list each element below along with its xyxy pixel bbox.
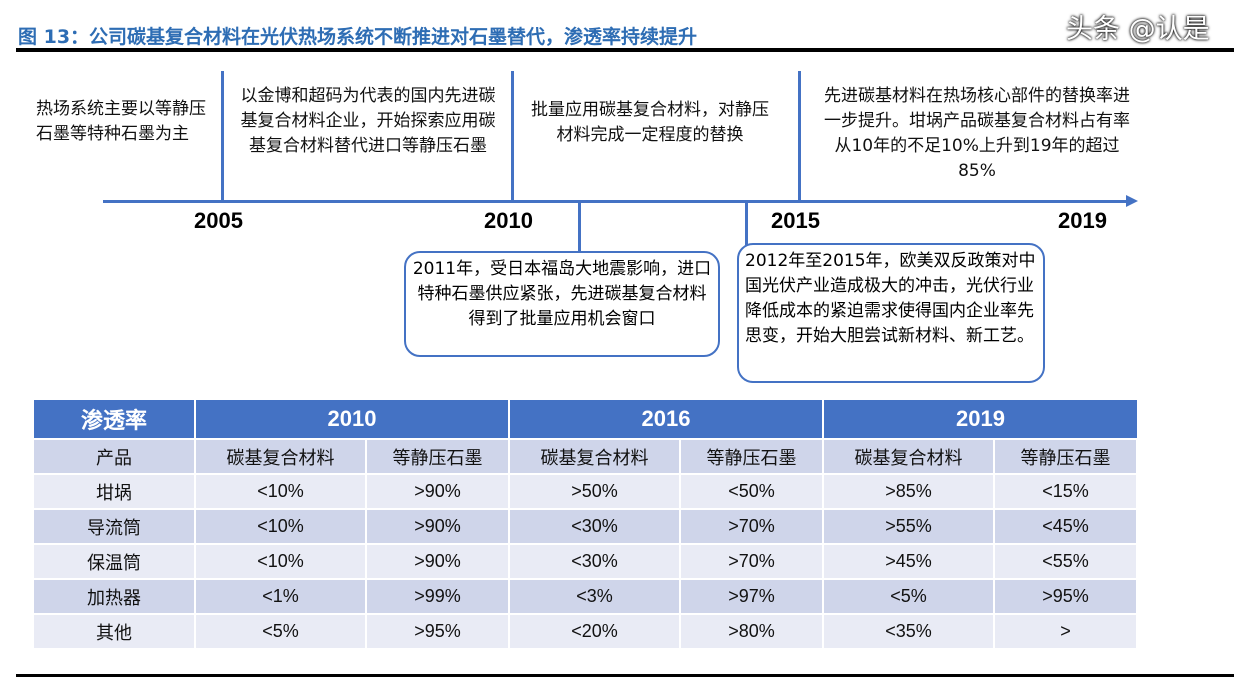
year-header: 2010 bbox=[194, 400, 509, 439]
event-text: 先进碳基材料在热场核心部件的替换率进一步提升。坩埚产品碳基复合材料占有率从10年… bbox=[824, 86, 1130, 181]
table-cell: >97% bbox=[678, 578, 824, 615]
table-cell: <30% bbox=[507, 508, 681, 545]
table-cell: <15% bbox=[992, 473, 1139, 510]
table-cell: <30% bbox=[507, 543, 681, 580]
table-cell: > bbox=[992, 613, 1139, 650]
penetration-table: 渗透率 2010 2016 2019 产品 碳基复合材料 等静压石墨 碳基复合材… bbox=[32, 400, 1139, 650]
product-cell: 加热器 bbox=[32, 578, 196, 615]
product-cell: 坩埚 bbox=[32, 473, 196, 510]
bottom-rule bbox=[16, 674, 1234, 677]
table-cell: <10% bbox=[194, 508, 367, 545]
subheader-cell: 碳基复合材料 bbox=[821, 438, 995, 475]
table-cell: <10% bbox=[194, 543, 367, 580]
table-cell: <45% bbox=[992, 508, 1139, 545]
year-label: 2005 bbox=[194, 208, 243, 233]
subheader-cell: 等静压石墨 bbox=[992, 438, 1139, 475]
table-cell: >70% bbox=[678, 508, 824, 545]
table-row: 导流筒 <10% >90% <30% >70% >55% <45% bbox=[32, 508, 1139, 545]
table-cell: >85% bbox=[821, 473, 995, 510]
table-row: 坩埚 <10% >90% >50% <50% >85% <15% bbox=[32, 473, 1139, 510]
subheader-cell: 碳基复合材料 bbox=[194, 438, 367, 475]
table-cell: <55% bbox=[992, 543, 1139, 580]
year-header: 2019 bbox=[821, 400, 1137, 439]
event-text: 热场系统主要以等静压石墨等特种石墨为主 bbox=[36, 99, 206, 144]
subheader-row: 产品 碳基复合材料 等静压石墨 碳基复合材料 等静压石墨 碳基复合材料 等静压石… bbox=[32, 438, 1139, 475]
table-cell: <10% bbox=[194, 473, 367, 510]
subheader-cell: 碳基复合材料 bbox=[507, 438, 681, 475]
corner-header: 渗透率 bbox=[32, 400, 195, 439]
table-cell: >50% bbox=[507, 473, 681, 510]
year-label: 2015 bbox=[771, 208, 820, 233]
table-row: 其他 <5% >95% <20% >80% <35% > bbox=[32, 613, 1139, 650]
title-rule bbox=[16, 48, 1234, 52]
product-cell: 导流筒 bbox=[32, 508, 196, 545]
event-text: 批量应用碳基复合材料，对静压材料完成一定程度的替换 bbox=[531, 100, 769, 145]
table-cell: <35% bbox=[821, 613, 995, 650]
arrow-icon bbox=[1126, 195, 1138, 207]
table-cell: >95% bbox=[364, 613, 510, 650]
table-cell: <20% bbox=[507, 613, 681, 650]
table-cell: >99% bbox=[364, 578, 510, 615]
year-header: 2016 bbox=[507, 400, 823, 439]
table-cell: >90% bbox=[364, 543, 510, 580]
table-cell: <1% bbox=[194, 578, 367, 615]
table-cell: <50% bbox=[678, 473, 824, 510]
watermark: 头条 @认是 bbox=[1066, 14, 1210, 45]
table-cell: >90% bbox=[364, 473, 510, 510]
table-cell: >45% bbox=[821, 543, 995, 580]
table-cell: >55% bbox=[821, 508, 995, 545]
year-label: 2019 bbox=[1058, 208, 1107, 233]
table-cell: <5% bbox=[821, 578, 995, 615]
subheader-cell: 等静压石墨 bbox=[678, 438, 824, 475]
timeline-tick-2005 bbox=[221, 71, 224, 202]
product-cell: 保温筒 bbox=[32, 543, 196, 580]
table-row: 加热器 <1% >99% <3% >97% <5% >95% bbox=[32, 578, 1139, 615]
connector-2011 bbox=[578, 200, 581, 252]
year-label: 2010 bbox=[484, 208, 533, 233]
timeline-tick-2010 bbox=[511, 71, 514, 202]
event-callout: 2012年至2015年，欧美双反政策对中国光伏产业造成极大的冲击，光伏行业降低成… bbox=[737, 243, 1045, 383]
table-cell: >80% bbox=[678, 613, 824, 650]
table-cell: >95% bbox=[992, 578, 1139, 615]
product-cell: 其他 bbox=[32, 613, 196, 650]
table-cell: <3% bbox=[507, 578, 681, 615]
event-text: 以金博和超码为代表的国内先进碳基复合材料企业，开始探索应用碳基复合材料替代进口等… bbox=[240, 86, 496, 156]
timeline-axis bbox=[103, 200, 1127, 203]
connector-2012 bbox=[745, 200, 748, 245]
timeline-tick-2015 bbox=[798, 71, 801, 202]
table-row: 保温筒 <10% >90% <30% >70% >45% <55% bbox=[32, 543, 1139, 580]
table-cell: >90% bbox=[364, 508, 510, 545]
table-cell: <5% bbox=[194, 613, 367, 650]
subheader-cell: 产品 bbox=[32, 438, 196, 475]
figure-title: 图 13：公司碳基复合材料在光伏热场系统不断推进对石墨替代，渗透率持续提升 bbox=[18, 26, 698, 48]
event-callout: 2011年，受日本福岛大地震影响，进口特种石墨供应紧张，先进碳基复合材料得到了批… bbox=[404, 251, 720, 357]
table-cell: >70% bbox=[678, 543, 824, 580]
subheader-cell: 等静压石墨 bbox=[364, 438, 510, 475]
